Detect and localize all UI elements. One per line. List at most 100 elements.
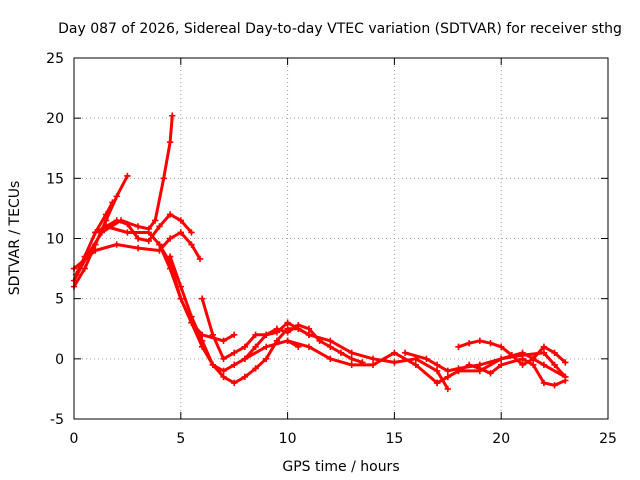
data-point: [551, 361, 558, 369]
data-point: [498, 343, 505, 350]
data-point: [252, 365, 259, 372]
data-point: [369, 355, 377, 363]
data-point: [113, 193, 120, 200]
data-point: [166, 253, 174, 260]
data-point: [551, 349, 558, 357]
data-point: [519, 355, 526, 363]
series-line: [104, 225, 236, 343]
y-tick-label: 20: [46, 111, 64, 127]
data-point: [284, 319, 291, 326]
data-point: [241, 355, 249, 363]
data-point: [177, 295, 184, 302]
series-track-5: [92, 211, 195, 245]
series-track-4: [70, 229, 204, 272]
data-point: [124, 172, 131, 180]
data-point: [134, 244, 142, 252]
data-point: [348, 355, 355, 363]
data-point: [252, 331, 259, 338]
data-point: [369, 361, 377, 369]
data-point: [177, 283, 184, 290]
x-tick-label: 20: [492, 431, 510, 447]
series-track-14: [433, 355, 569, 389]
tick-layer: 0 5 10 15 20 25 -5 0 5 10 15 20 25: [46, 51, 617, 447]
data-point: [348, 361, 355, 369]
data-point: [145, 237, 152, 245]
data-point: [198, 337, 206, 344]
data-point: [166, 139, 174, 146]
data-point: [109, 199, 116, 206]
series-line: [72, 114, 174, 283]
data-point: [134, 235, 142, 242]
data-point: [327, 343, 334, 350]
data-point: [263, 355, 270, 363]
data-point: [284, 337, 291, 344]
y-tick-label: 25: [46, 51, 64, 67]
data-point: [263, 343, 270, 350]
data-point: [444, 373, 451, 381]
data-point: [166, 211, 174, 218]
data-point: [151, 217, 159, 224]
data-point: [551, 382, 558, 389]
data-point: [220, 367, 227, 375]
x-tick-label: 5: [176, 431, 185, 447]
series-track-10: [241, 319, 451, 393]
data-point: [540, 349, 548, 357]
x-tick-label: 10: [279, 431, 297, 447]
data-point: [498, 355, 505, 363]
data-point: [124, 220, 131, 228]
data-point: [465, 361, 473, 369]
data-point: [124, 229, 131, 236]
data-point: [231, 361, 238, 369]
data-point: [455, 343, 462, 350]
series-track-9: [198, 295, 366, 366]
data-point: [444, 385, 451, 393]
data-point: [102, 211, 110, 218]
data-point: [177, 217, 184, 224]
data-point: [540, 343, 548, 350]
data-point: [241, 343, 249, 350]
series-track-12: [401, 349, 569, 381]
data-point: [444, 367, 451, 375]
data-point: [188, 229, 195, 236]
data-point: [530, 361, 537, 369]
data-point: [273, 337, 281, 344]
y-axis-label: SDTVAR / TECUs: [7, 181, 23, 296]
data-point: [252, 343, 259, 350]
x-axis-label: GPS time / hours: [282, 459, 399, 475]
data-point: [487, 370, 494, 377]
data-point: [273, 329, 281, 336]
data-point: [305, 343, 313, 350]
data-point: [177, 229, 184, 236]
data-point: [156, 241, 163, 248]
data-point: [196, 255, 204, 263]
data-point: [433, 379, 441, 387]
data-point: [391, 359, 398, 366]
data-point: [166, 265, 174, 272]
data-point: [337, 349, 345, 357]
data-point: [476, 365, 484, 372]
data-point: [562, 377, 569, 384]
y-tick-label: -5: [50, 412, 64, 428]
data-point: [220, 337, 227, 344]
data-point: [134, 223, 142, 230]
data-point: [231, 349, 238, 357]
data-point: [92, 229, 99, 236]
series-track-13: [455, 337, 569, 369]
data-point: [241, 373, 249, 381]
data-point: [231, 331, 238, 338]
data-point: [487, 339, 494, 347]
y-tick-label: 10: [46, 232, 64, 248]
x-tick-label: 15: [385, 431, 403, 447]
data-point: [305, 331, 313, 338]
data-point: [562, 359, 569, 366]
data-point: [160, 175, 167, 182]
data-point: [348, 349, 355, 357]
data-point: [530, 355, 537, 363]
x-tick-label: 25: [599, 431, 617, 447]
data-point: [295, 325, 302, 332]
chart-title: Day 087 of 2026, Sidereal Day-to-day VTE…: [58, 21, 622, 37]
data-point: [540, 361, 548, 369]
y-tick-label: 0: [55, 352, 64, 368]
data-point: [327, 337, 334, 344]
data-point: [305, 325, 313, 332]
